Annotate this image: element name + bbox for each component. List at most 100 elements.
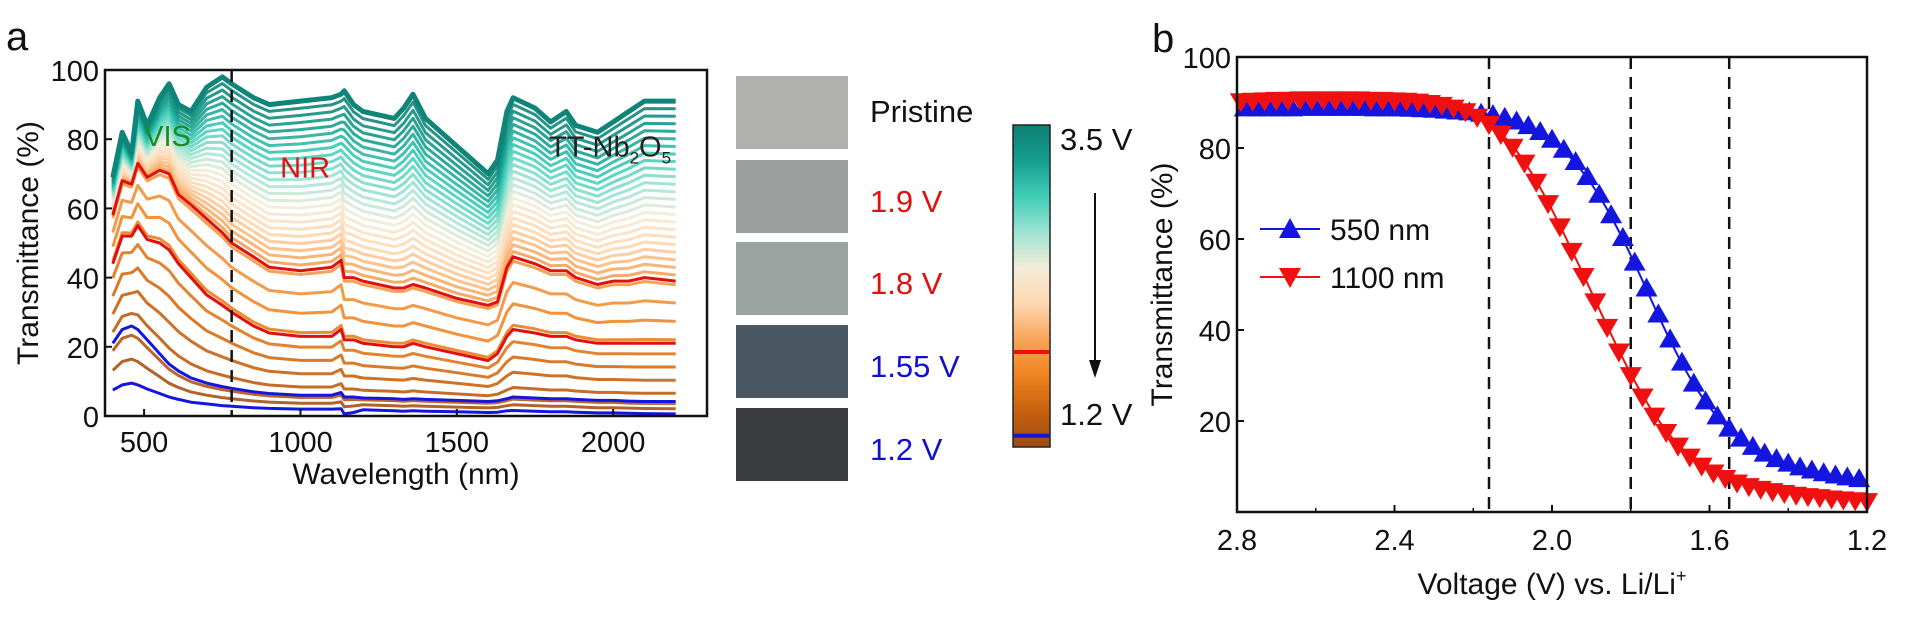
- data-point: [1564, 151, 1587, 171]
- sample-photo-label: Pristine: [870, 94, 974, 129]
- spectrum-curve: [111, 290, 676, 388]
- x-tick-label: 2.0: [1532, 525, 1572, 557]
- panel-b-chart: 2.8 2.4 2.0 1.6 1.2 20 40 60 80 100 Voltage (V) …: [1146, 43, 1887, 601]
- sample-photo-pristine: [736, 76, 848, 149]
- data-point: [1635, 277, 1658, 297]
- panel-a-x-label: Wavelength (nm): [292, 458, 519, 491]
- spectrum-curve: [111, 138, 676, 259]
- y-tick-label: 60: [1199, 225, 1231, 257]
- sample-photo-1-55-v: [736, 325, 848, 398]
- spectrum-curve: [111, 112, 676, 220]
- data-point: [1718, 417, 1741, 437]
- y-tick-label: 80: [67, 125, 99, 157]
- spectrum-curve: [111, 149, 676, 281]
- spectrum-curve: [111, 135, 676, 253]
- spectrum-1-9-v: [111, 161, 676, 307]
- spectrum-1-2-v: [112, 381, 676, 416]
- colorbar-top-label: 3.5 V: [1060, 122, 1133, 157]
- series-1100-nm: [1229, 91, 1878, 513]
- panel-b-x-label-text: Voltage (V) vs. Li/Li: [1418, 568, 1676, 601]
- data-point: [1623, 251, 1646, 271]
- x-tick-label: 1000: [268, 427, 333, 459]
- spectrum-curve: [111, 157, 676, 297]
- data-point: [1600, 204, 1623, 224]
- sample-photo-1-8-v: [736, 242, 848, 315]
- series-line: [1240, 97, 1868, 502]
- data-point: [1548, 218, 1571, 238]
- triangle-up-icon: [1279, 218, 1301, 238]
- spectrum-curve: [111, 311, 676, 398]
- spectrum-curve: [111, 220, 676, 359]
- panel-b-x-ticks: 2.8 2.4 2.0 1.6 1.2: [1217, 505, 1887, 557]
- arrow-head-icon: [1089, 360, 1101, 378]
- data-point: [1466, 108, 1489, 128]
- y-tick-label: 100: [51, 56, 99, 88]
- spectrum-curve: [111, 131, 676, 248]
- data-point: [1659, 328, 1682, 348]
- spectrum-curve: [111, 152, 676, 286]
- data-point: [1596, 318, 1619, 338]
- x-tick-label: 2.8: [1217, 525, 1257, 557]
- data-point: [1765, 448, 1788, 468]
- sample-photo-label: 1.8 V: [870, 266, 943, 301]
- data-point: [1631, 388, 1654, 408]
- data-point: [1505, 110, 1528, 130]
- data-point: [1525, 173, 1548, 193]
- x-tick-label: 2000: [581, 427, 646, 459]
- panel-a-curves: [110, 74, 676, 416]
- panel-a-frame: [103, 68, 709, 418]
- sample-photo-label: 1.55 V: [870, 349, 960, 384]
- sample-photo-1-9-v: [736, 160, 848, 233]
- x-tick-label: 2.4: [1374, 525, 1414, 557]
- annotation-vis: VIS: [144, 121, 191, 153]
- data-point: [1584, 293, 1607, 313]
- x-tick-label: 1500: [425, 427, 490, 459]
- sample-photo-1-2-v: [736, 408, 848, 481]
- data-point: [1667, 437, 1689, 457]
- data-point: [1478, 115, 1500, 135]
- data-point: [1560, 242, 1583, 262]
- spectrum-curve: [111, 183, 676, 327]
- data-point: [1588, 183, 1611, 203]
- annotation-tt-text: TT-Nb: [549, 132, 630, 164]
- data-point: [1529, 120, 1552, 140]
- annotation-nir: NIR: [280, 152, 330, 184]
- spectrum-curve: [111, 116, 676, 225]
- panel-b-vlines: [1487, 57, 1731, 512]
- spectrum-curve: [111, 88, 676, 187]
- data-point: [1690, 457, 1713, 477]
- y-tick-label: 100: [1183, 43, 1231, 75]
- spectrum-curve: [111, 105, 676, 209]
- spectrum-3-5-v-pristine-top-: [110, 74, 676, 178]
- spectrum-curve: [111, 266, 676, 379]
- y-tick-label: 20: [67, 333, 99, 365]
- y-tick-label: 60: [67, 194, 99, 226]
- data-point: [1702, 464, 1725, 484]
- data-point: [1501, 138, 1524, 158]
- panel-b-y-ticks: 20 40 60 80 100: [1183, 43, 1244, 439]
- data-point: [1572, 267, 1595, 287]
- spectrum-curve: [111, 93, 676, 192]
- data-point: [1643, 407, 1666, 427]
- spectrum-curve: [111, 127, 676, 242]
- panel-b-series: [1229, 91, 1878, 513]
- panel-a-chart: VIS NIR TT-Nb2O5 500 1000 1500 2000 0 20 40 60…: [12, 56, 709, 491]
- data-point: [1741, 435, 1764, 455]
- panel-b-x-label-sup: +: [1676, 566, 1687, 586]
- legend-label-550nm: 550 nm: [1330, 214, 1430, 247]
- annotation-tt-nb2o5: TT-Nb2O5: [549, 132, 671, 168]
- spectrum-curve: [111, 154, 676, 292]
- data-point: [1607, 343, 1630, 363]
- annotation-tt-mid: O: [639, 132, 662, 164]
- spectrum-curve: [111, 108, 676, 214]
- spectrum-curve: [111, 357, 676, 411]
- y-tick-label: 40: [1199, 316, 1231, 348]
- x-tick-label: 1.6: [1689, 525, 1729, 557]
- spectrum-curve: [111, 101, 676, 203]
- data-point: [1517, 115, 1540, 135]
- data-point: [1493, 106, 1516, 126]
- data-point: [1541, 128, 1563, 148]
- panel-b-x-label: Voltage (V) vs. Li/Li+: [1418, 566, 1687, 601]
- x-tick-label: 500: [120, 427, 168, 459]
